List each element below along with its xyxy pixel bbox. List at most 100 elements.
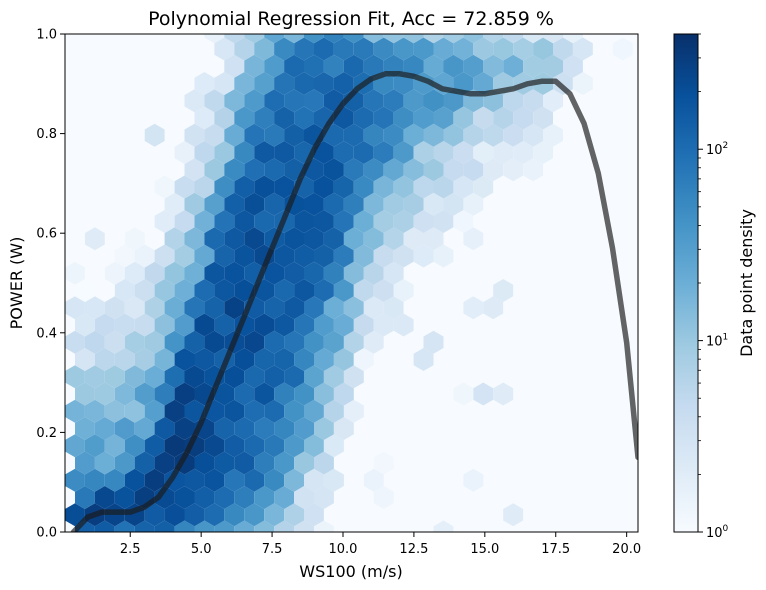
hexbin-cell bbox=[343, 192, 364, 216]
hexbin-cell bbox=[373, 106, 394, 130]
hexbin-cell bbox=[373, 279, 394, 302]
hexbin-cell bbox=[463, 54, 484, 78]
hexbin-cell bbox=[304, 468, 324, 492]
hexbin-cell bbox=[194, 244, 215, 268]
hexbin-cell bbox=[264, 89, 285, 113]
hexbin-cell bbox=[433, 141, 454, 164]
hexbin-cell bbox=[493, 279, 514, 302]
hexbin-cell bbox=[244, 365, 265, 389]
hexbin-cell bbox=[363, 227, 384, 251]
hexbin-cell bbox=[383, 296, 404, 320]
hexbin-cell bbox=[264, 365, 285, 389]
hexbin-cell bbox=[393, 244, 414, 268]
hexbin-cell bbox=[204, 261, 225, 285]
hexbin-cell bbox=[274, 451, 295, 475]
hexbin-cell bbox=[224, 261, 245, 285]
hexbin-cell bbox=[84, 330, 105, 354]
hexbin-cell bbox=[493, 37, 514, 61]
hexbin-cell bbox=[194, 175, 215, 199]
hexbin-cell bbox=[174, 279, 195, 302]
hexbin-cell bbox=[433, 520, 454, 532]
hexbin-cell bbox=[194, 210, 215, 233]
hexbin-cell bbox=[214, 279, 235, 302]
hexbin-cell bbox=[204, 227, 225, 251]
hexbin-cell bbox=[234, 210, 255, 233]
hexbin-cell bbox=[224, 399, 245, 423]
hexbin-cell bbox=[204, 296, 225, 320]
hexbin-cell bbox=[473, 37, 494, 61]
hexbin-cell bbox=[363, 158, 384, 182]
hexbin-cell bbox=[523, 89, 543, 113]
hexbin-cell bbox=[94, 520, 115, 532]
hexbin-cell bbox=[513, 37, 534, 61]
hexbin-cell bbox=[124, 434, 145, 458]
hexbin-cell bbox=[533, 37, 553, 61]
hexbin-cell bbox=[393, 37, 414, 61]
hexbin-cell bbox=[304, 399, 324, 423]
hexbin-cell bbox=[184, 89, 205, 113]
hexbin-cell bbox=[214, 313, 235, 337]
hexbin-cell bbox=[572, 37, 593, 61]
x-tick-label: 20.0 bbox=[612, 542, 641, 557]
colorbar bbox=[673, 33, 699, 533]
hexbin-cell bbox=[493, 141, 514, 164]
hexbin-cell bbox=[284, 365, 304, 389]
hexbin-cell bbox=[114, 348, 135, 371]
hexbin-cell bbox=[523, 123, 543, 147]
hexbin-cell bbox=[304, 434, 324, 458]
hexbin-cell bbox=[124, 227, 145, 251]
hexbin-cell bbox=[134, 417, 155, 440]
hexbin-cell bbox=[84, 296, 105, 320]
hexbin-cell bbox=[244, 434, 265, 458]
hexbin-cell bbox=[214, 451, 235, 475]
hexbin-cell bbox=[254, 382, 275, 406]
hexbin-cell bbox=[94, 348, 115, 371]
hexbin-cell bbox=[274, 72, 295, 95]
hexbin-cell bbox=[353, 106, 374, 130]
hexbin-cell bbox=[104, 261, 125, 285]
hexbin-cell bbox=[154, 382, 175, 406]
hexbin-cell bbox=[333, 175, 354, 199]
hexbin-cell bbox=[483, 158, 504, 182]
hexbin-cell bbox=[224, 365, 245, 389]
hexbin-cell bbox=[403, 192, 424, 216]
hexbin-cell bbox=[343, 123, 364, 147]
hexbin-cell bbox=[244, 399, 265, 423]
hexbin-cell bbox=[473, 141, 494, 164]
hexbin-cell bbox=[463, 158, 484, 182]
hexbin-cell bbox=[383, 158, 404, 182]
hexbin-cell bbox=[174, 313, 195, 337]
hexbin-cell bbox=[333, 313, 354, 337]
hexbin-cell bbox=[174, 210, 195, 233]
hexbin-cell bbox=[453, 210, 474, 233]
hexbin-cell bbox=[513, 141, 534, 164]
x-tick-label: 17.5 bbox=[541, 542, 570, 557]
chart-title: Polynomial Regression Fit, Acc = 72.859 … bbox=[148, 8, 554, 30]
hexbin-cell bbox=[164, 227, 185, 251]
hexbin-cell bbox=[473, 106, 494, 130]
hexbin-cell bbox=[144, 296, 165, 320]
hexbin-cell bbox=[433, 210, 454, 233]
hexbin-cell bbox=[294, 72, 314, 95]
hexbin-cell bbox=[254, 106, 275, 130]
hexbin-cell bbox=[513, 106, 534, 130]
hexbin-cell bbox=[124, 296, 145, 320]
colorbar-tick-label: 100 bbox=[706, 524, 729, 541]
hexbin-cell bbox=[314, 279, 334, 302]
hexbin-cell bbox=[214, 210, 235, 233]
hexbin-cell bbox=[164, 261, 185, 285]
hexbin-cell bbox=[393, 106, 414, 130]
hexbin-cell bbox=[184, 192, 205, 216]
hexbin-cell bbox=[144, 261, 165, 285]
hexbin-cell bbox=[164, 296, 185, 320]
hexbin-cell bbox=[184, 330, 205, 354]
hexbin-cell bbox=[294, 313, 314, 337]
hexbin-cell bbox=[114, 451, 135, 475]
hexbin-cell bbox=[393, 141, 414, 164]
hexbin-cell bbox=[264, 158, 285, 182]
hexbin-cell bbox=[174, 348, 195, 371]
hexbin-cell bbox=[214, 244, 235, 268]
y-axis-ticks: 0.0 0.2 0.4 0.6 0.8 1.0 bbox=[36, 28, 65, 541]
hexbin-cell bbox=[284, 227, 304, 251]
